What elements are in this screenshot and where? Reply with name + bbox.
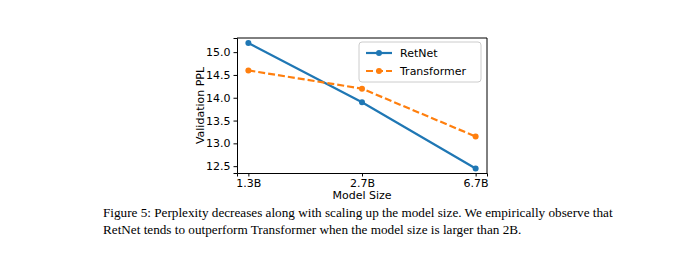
x-axis-title: Model Size — [332, 189, 391, 202]
series-marker — [245, 40, 251, 46]
y-tick: 13.0 — [206, 137, 237, 150]
y-tick: 12.5 — [206, 160, 237, 173]
chart: 12.5 13.0 13.5 14.0 14.5 15.0 1.3B 2.7B 6.7B Mode… — [0, 0, 697, 266]
legend-marker — [376, 68, 382, 74]
series-marker — [473, 165, 479, 171]
legend-marker — [376, 50, 382, 56]
y-tick-mark — [234, 143, 238, 144]
caption: RetNet tends to outperform Transformer w… — [103, 222, 521, 237]
y-tick-mark — [234, 75, 238, 76]
x-axis: 1.3B 2.7B 6.7B — [236, 173, 488, 190]
x-tick: 1.3B — [236, 173, 261, 190]
series-marker — [473, 134, 479, 140]
caption: Figure 5: Perplexity decreases along wit… — [103, 205, 613, 220]
x-tick-mark — [248, 173, 249, 177]
x-tick-mark — [476, 173, 477, 177]
x-axis-line — [238, 174, 488, 177]
y-axis-line — [234, 39, 238, 174]
y-tick-mark — [234, 52, 238, 53]
legend-label: Transformer — [399, 65, 466, 78]
y-axis: 12.5 13.0 13.5 14.0 14.5 15.0 — [206, 39, 238, 174]
y-tick-label: 15.0 — [206, 46, 231, 59]
x-tick: 2.7B — [350, 173, 375, 190]
y-tick-label: 14.5 — [206, 69, 231, 82]
x-tick: 6.7B — [464, 173, 489, 190]
y-tick-mark — [234, 98, 238, 99]
legend-label: RetNet — [400, 47, 438, 60]
frame-right — [487, 38, 488, 173]
series-marker — [359, 99, 365, 105]
y-tick: 13.5 — [206, 115, 237, 128]
x-tick-label: 6.7B — [464, 177, 489, 190]
y-axis-title: Validation PPL — [194, 66, 207, 144]
legend-box — [359, 42, 481, 82]
y-tick: 15.0 — [206, 46, 237, 59]
frame-top — [237, 38, 487, 39]
y-tick-label: 13.5 — [206, 115, 231, 128]
x-tick-label: 1.3B — [236, 177, 261, 190]
series-marker — [245, 67, 251, 73]
y-tick: 14.5 — [206, 69, 237, 82]
y-tick-mark — [234, 166, 238, 167]
y-tick: 14.0 — [206, 92, 237, 105]
series-marker — [359, 86, 365, 92]
legend: RetNet Transformer — [359, 42, 481, 82]
x-tick-mark — [362, 173, 363, 177]
y-tick-label: 12.5 — [206, 160, 231, 173]
y-tick-label: 13.0 — [206, 137, 231, 150]
y-tick-label: 14.0 — [206, 92, 231, 105]
y-tick-mark — [234, 121, 238, 122]
